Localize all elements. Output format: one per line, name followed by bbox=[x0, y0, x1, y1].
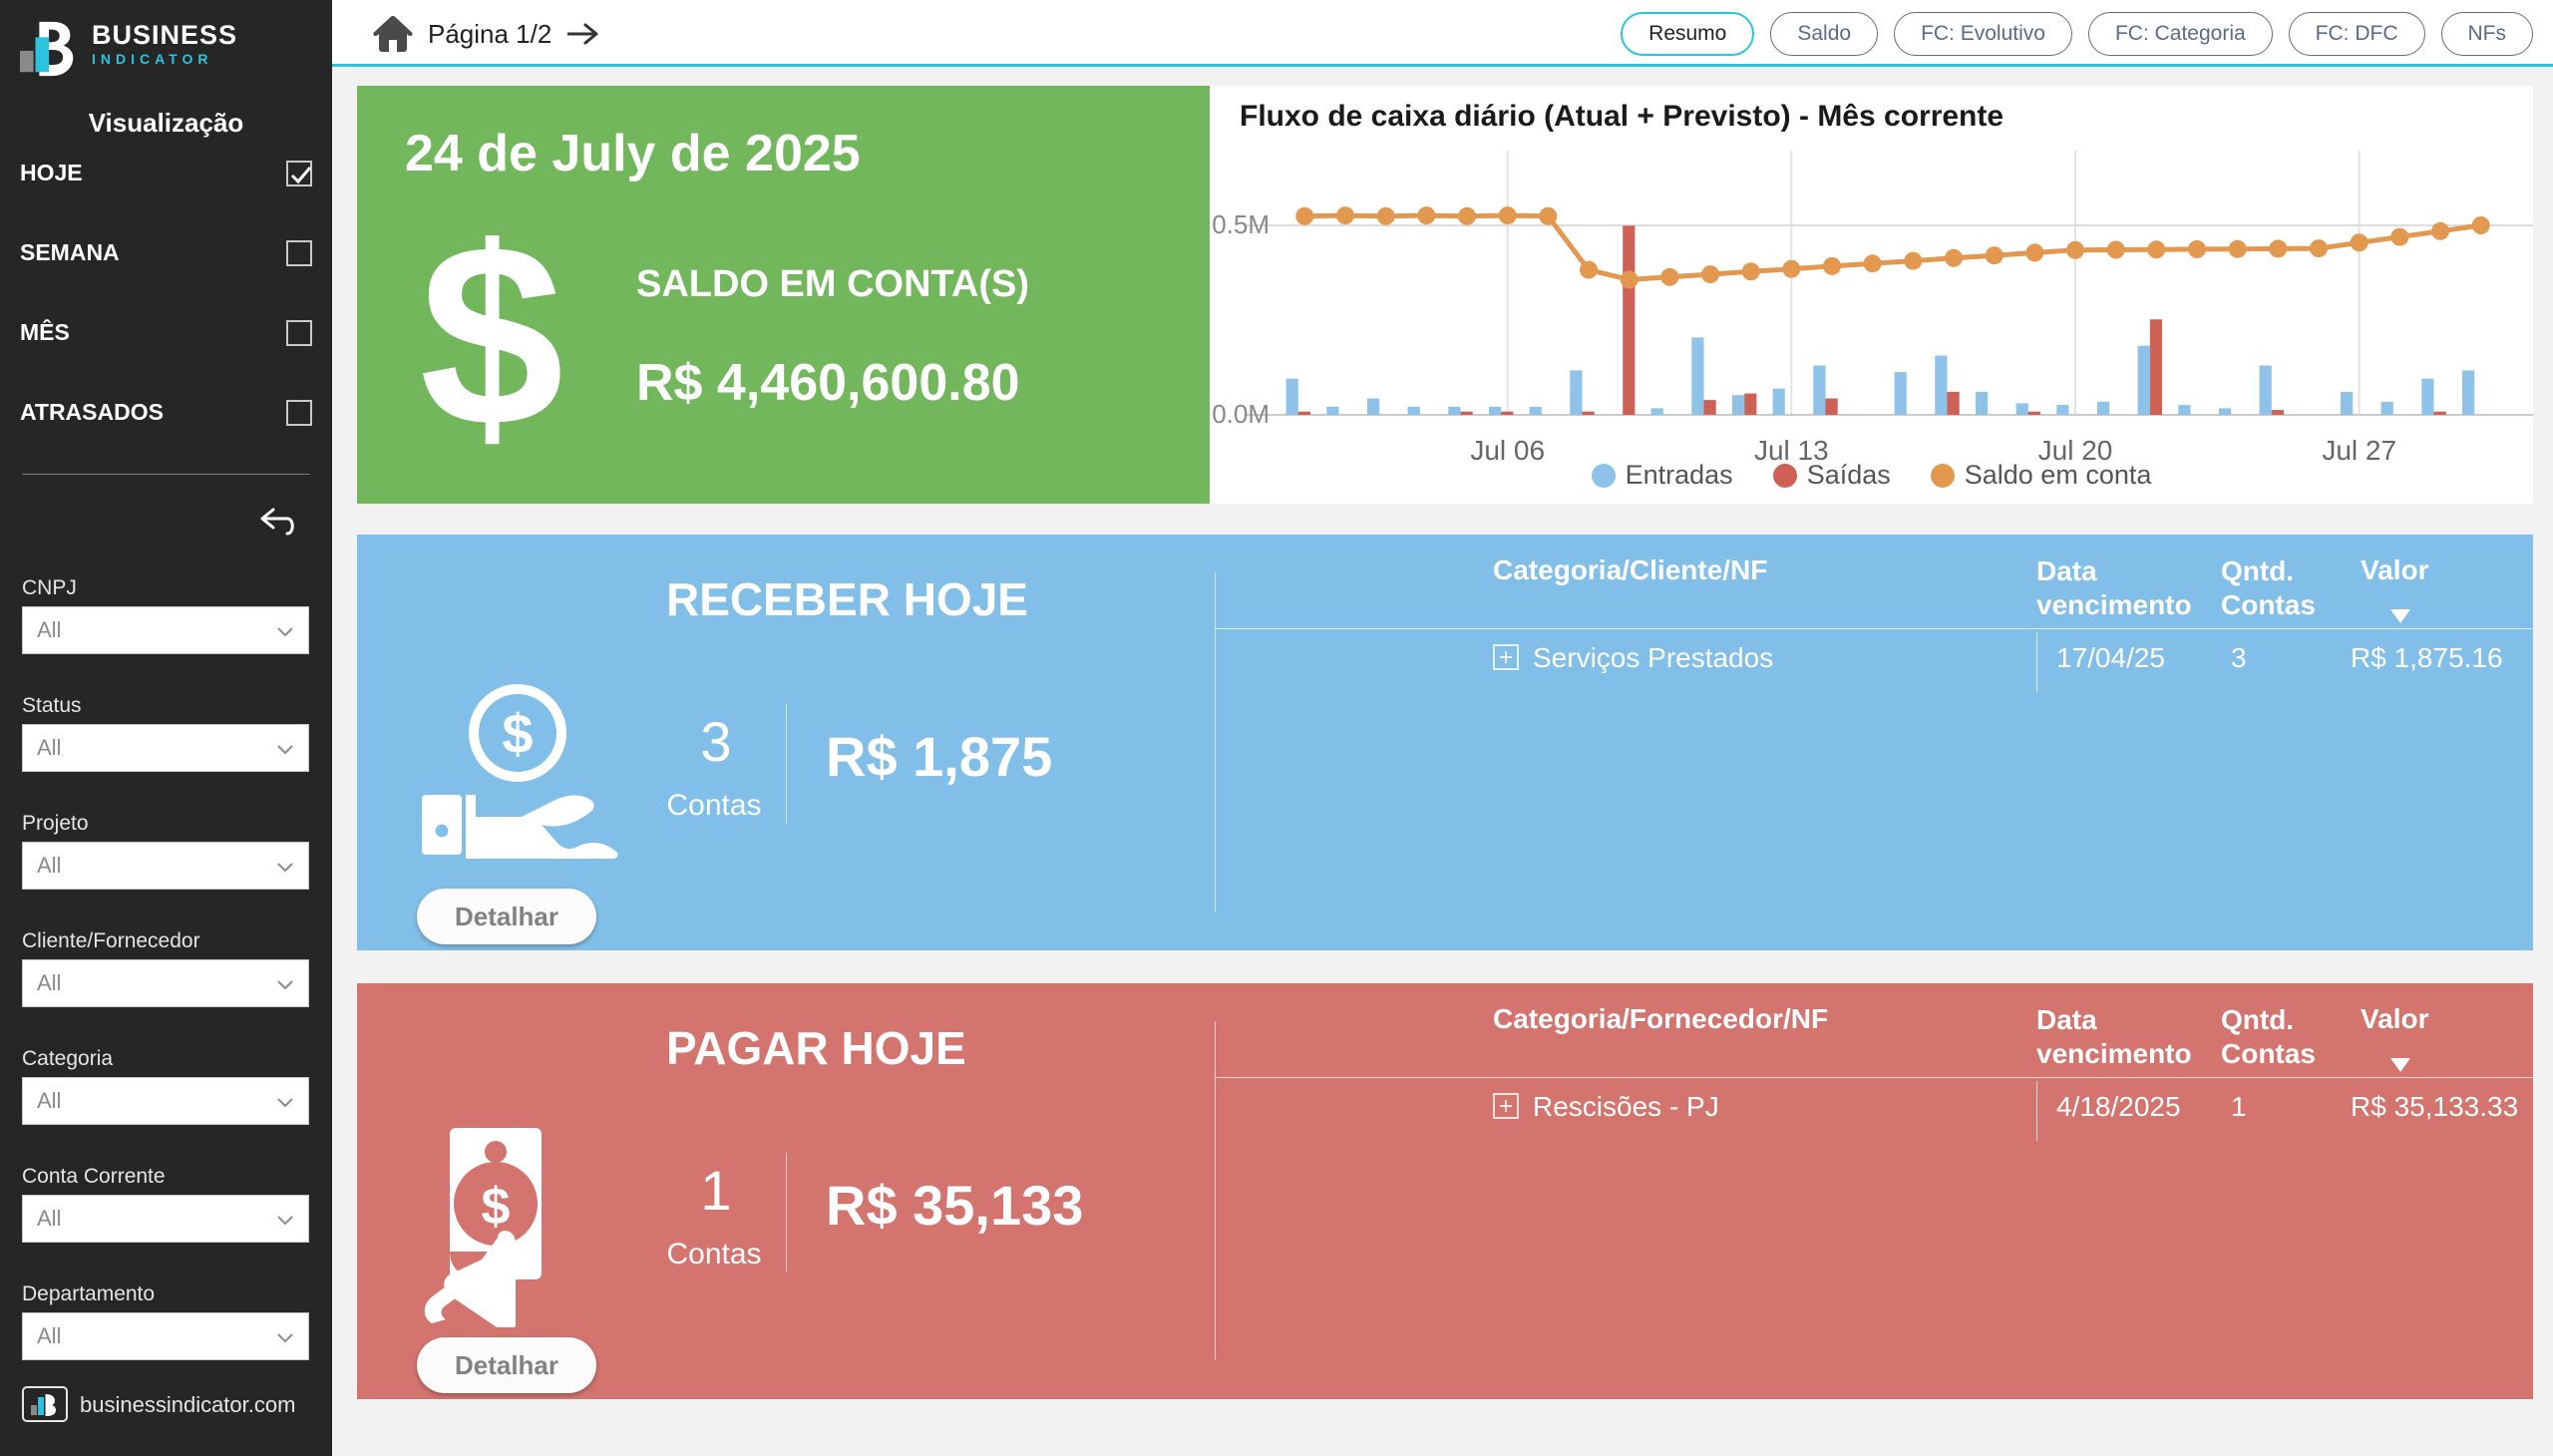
svg-text:$: $ bbox=[502, 702, 533, 765]
svg-text:$: $ bbox=[420, 235, 564, 475]
svg-text:Jul 27: Jul 27 bbox=[2322, 435, 2396, 466]
svg-text:$: $ bbox=[482, 1178, 511, 1236]
svg-text:R$ 0.5M: R$ 0.5M bbox=[1210, 209, 1270, 239]
svg-text:Jul 13: Jul 13 bbox=[1754, 435, 1829, 466]
svg-text:Jul 20: Jul 20 bbox=[2038, 435, 2113, 466]
svg-text:Jul 06: Jul 06 bbox=[1470, 435, 1545, 466]
svg-text:R$ 0.0M: R$ 0.0M bbox=[1210, 399, 1270, 429]
